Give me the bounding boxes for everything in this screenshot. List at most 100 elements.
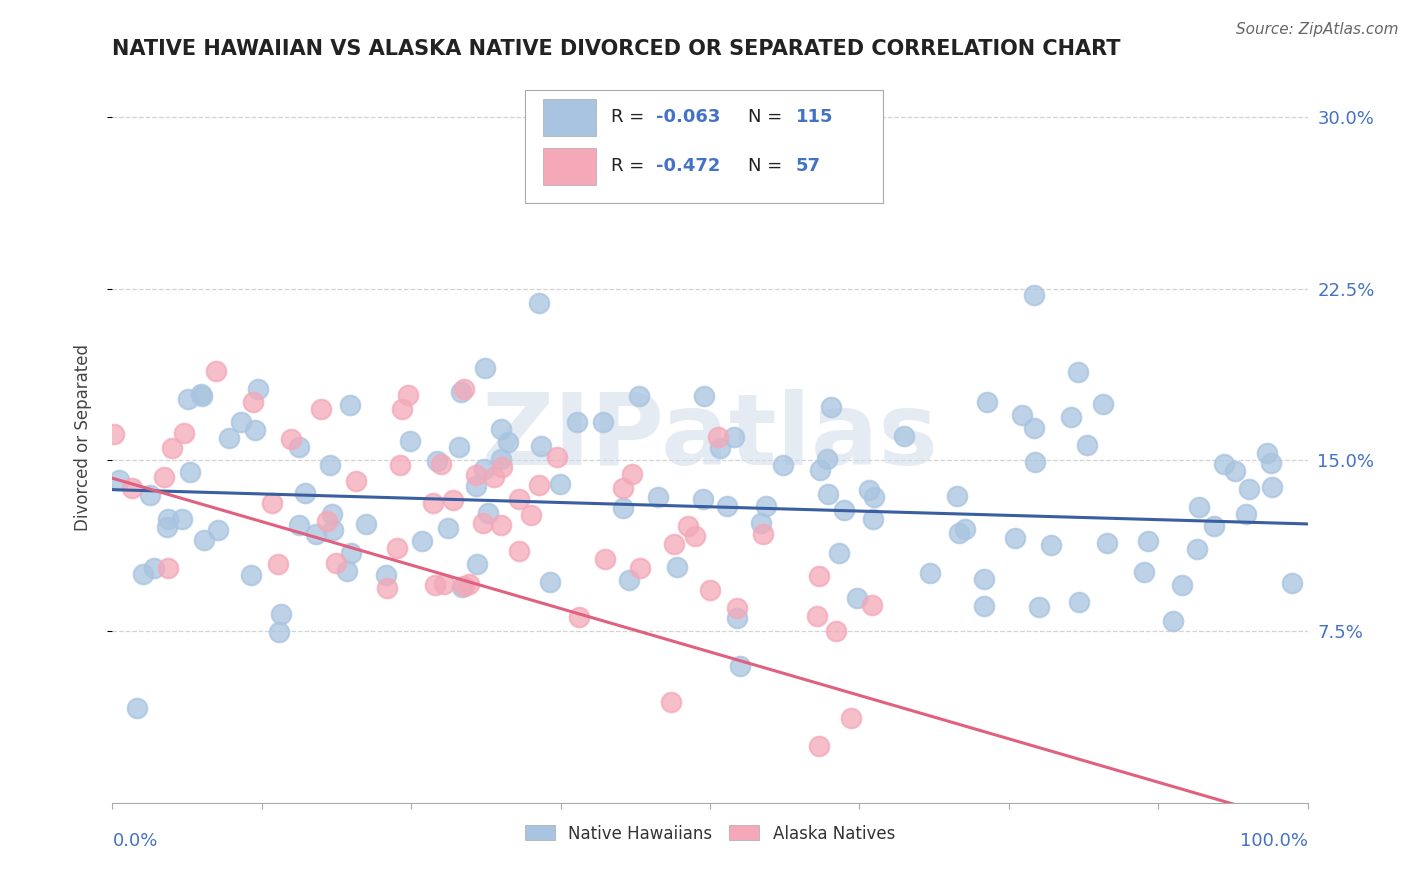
Point bbox=[465, 479, 488, 493]
Point bbox=[752, 527, 775, 541]
Point bbox=[121, 481, 143, 495]
Point bbox=[863, 490, 886, 504]
Text: R =: R = bbox=[610, 158, 650, 176]
Point bbox=[815, 451, 838, 466]
Point bbox=[132, 567, 155, 582]
Point bbox=[806, 608, 828, 623]
Point bbox=[538, 575, 561, 590]
Point bbox=[692, 491, 714, 506]
Point bbox=[685, 529, 707, 543]
Point bbox=[477, 506, 499, 520]
Point bbox=[179, 465, 201, 479]
FancyBboxPatch shape bbox=[524, 90, 883, 203]
Point bbox=[155, 519, 177, 533]
Point bbox=[270, 607, 292, 621]
Point bbox=[160, 442, 183, 456]
Point bbox=[472, 516, 495, 530]
Point bbox=[322, 523, 344, 537]
Point bbox=[1256, 446, 1278, 460]
Point bbox=[772, 458, 794, 472]
Point bbox=[858, 483, 880, 498]
Point bbox=[810, 463, 832, 477]
Point bbox=[269, 625, 291, 640]
Point bbox=[103, 427, 125, 442]
Point bbox=[807, 739, 830, 753]
Point bbox=[267, 557, 290, 571]
Point bbox=[1136, 534, 1159, 549]
Point bbox=[1237, 482, 1260, 496]
Point bbox=[725, 610, 748, 624]
Point bbox=[411, 534, 433, 549]
Point bbox=[920, 566, 942, 580]
Point bbox=[627, 389, 650, 403]
Point bbox=[205, 364, 228, 378]
Point bbox=[375, 581, 398, 595]
Y-axis label: Divorced or Separated: Divorced or Separated bbox=[73, 343, 91, 531]
Point bbox=[441, 492, 464, 507]
Point bbox=[860, 598, 883, 612]
Point bbox=[527, 477, 550, 491]
Point bbox=[453, 382, 475, 396]
Text: ZIPatlas: ZIPatlas bbox=[482, 389, 938, 485]
Text: 57: 57 bbox=[796, 158, 821, 176]
Point bbox=[429, 457, 451, 471]
Point bbox=[177, 392, 200, 406]
Point bbox=[399, 434, 422, 448]
Point bbox=[491, 459, 513, 474]
Text: 100.0%: 100.0% bbox=[1240, 832, 1308, 850]
Point bbox=[423, 578, 446, 592]
Point bbox=[336, 564, 359, 578]
Point bbox=[231, 415, 253, 429]
Point bbox=[1260, 456, 1282, 470]
Point bbox=[716, 499, 738, 513]
Text: NATIVE HAWAIIAN VS ALASKA NATIVE DIVORCED OR SEPARATED CORRELATION CHART: NATIVE HAWAIIAN VS ALASKA NATIVE DIVORCE… bbox=[112, 38, 1121, 59]
Point bbox=[693, 389, 716, 403]
Point bbox=[617, 573, 640, 587]
Point bbox=[820, 401, 842, 415]
Point bbox=[824, 624, 846, 639]
Point bbox=[1060, 410, 1083, 425]
Point bbox=[946, 489, 969, 503]
Bar bbox=[543, 148, 596, 185]
Point bbox=[593, 552, 616, 566]
Point bbox=[1281, 575, 1303, 590]
Point bbox=[309, 402, 332, 417]
Point bbox=[508, 544, 530, 558]
Point bbox=[1004, 531, 1026, 545]
Point bbox=[1091, 397, 1114, 411]
Point bbox=[142, 561, 165, 575]
Point bbox=[628, 561, 651, 575]
Point bbox=[396, 388, 419, 402]
Point bbox=[218, 431, 240, 445]
Point bbox=[482, 470, 505, 484]
Point bbox=[125, 701, 148, 715]
Point bbox=[1039, 538, 1062, 552]
Text: Source: ZipAtlas.com: Source: ZipAtlas.com bbox=[1236, 22, 1399, 37]
Point bbox=[755, 500, 778, 514]
Point bbox=[1236, 508, 1258, 522]
Point bbox=[612, 482, 634, 496]
Point bbox=[245, 423, 267, 437]
Point bbox=[1076, 437, 1098, 451]
Point bbox=[548, 476, 571, 491]
Text: -0.472: -0.472 bbox=[657, 158, 721, 176]
Point bbox=[1225, 464, 1247, 478]
Point bbox=[453, 579, 475, 593]
Point bbox=[465, 557, 488, 571]
Point bbox=[1028, 600, 1050, 615]
Text: -0.063: -0.063 bbox=[657, 109, 721, 127]
Point bbox=[247, 382, 270, 396]
Point bbox=[464, 468, 486, 483]
Point bbox=[976, 394, 998, 409]
Point bbox=[527, 296, 550, 310]
Point bbox=[565, 415, 588, 429]
Point bbox=[592, 415, 614, 429]
Point bbox=[1188, 500, 1211, 514]
Point bbox=[1161, 614, 1184, 628]
Point bbox=[305, 527, 328, 541]
Point bbox=[190, 387, 212, 401]
Point bbox=[659, 694, 682, 708]
Point bbox=[344, 474, 367, 488]
Point bbox=[472, 462, 495, 476]
Point bbox=[447, 440, 470, 454]
